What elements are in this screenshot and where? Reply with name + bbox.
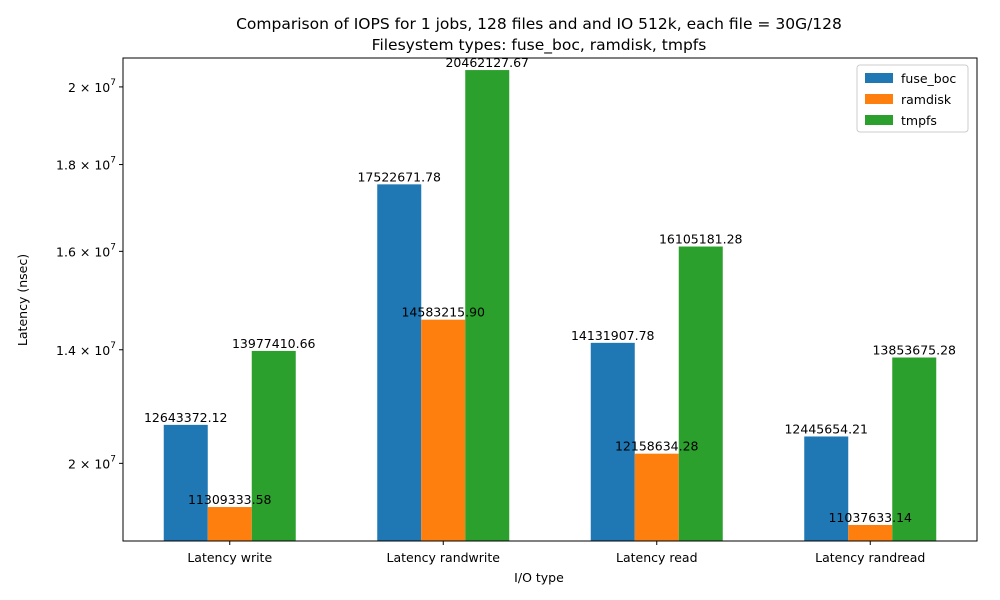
y-axis-label: Latency (nsec) <box>15 254 30 346</box>
x-axis-ticks: Latency write Latency randwrite Latency re… <box>187 541 925 565</box>
y-tick-label: 2 × 107 <box>68 454 116 471</box>
legend-label-fuse_boc: fuse_boc <box>901 71 956 86</box>
y-axis-ticks: 2 × 107 1.4 × 107 1.6 × 107 1.8 × 107 2 × 10… <box>56 78 123 471</box>
chart-title: Comparison of IOPS for 1 jobs, 128 files… <box>236 15 842 33</box>
legend-swatch-ramdisk <box>865 94 893 104</box>
x-tick-label: Latency randread <box>815 550 925 565</box>
x-tick-label: Latency randwrite <box>387 550 501 565</box>
data-labels-layer: 12643372.12 11309333.58 13977410.66 1752267… <box>144 55 956 525</box>
bar-fuse_boc-3 <box>804 436 849 541</box>
bar-ramdisk-3 <box>848 524 893 541</box>
data-label-fuse_boc-3: 12445654.21 <box>784 421 868 436</box>
bar-fuse_boc-0 <box>163 424 208 541</box>
bar-tmpfs-0 <box>251 350 296 541</box>
bar-fuse_boc-2 <box>590 342 635 541</box>
data-label-ramdisk-1: 14583215.90 <box>401 305 485 320</box>
bar-fuse_boc-1 <box>377 184 422 542</box>
bar-ramdisk-1 <box>421 319 466 541</box>
x-axis-label: I/O type <box>514 570 564 585</box>
y-tick-label: 1.8 × 107 <box>56 156 116 173</box>
bar-tmpfs-1 <box>465 70 510 541</box>
data-label-ramdisk-3: 11037633.14 <box>828 510 912 525</box>
legend-label-tmpfs: tmpfs <box>901 113 937 128</box>
legend-swatch-fuse_boc <box>865 73 893 83</box>
y-tick-label: 1.4 × 107 <box>56 341 116 358</box>
bar-tmpfs-2 <box>678 246 723 541</box>
legend-swatch-tmpfs <box>865 115 893 125</box>
bar-ramdisk-2 <box>634 453 679 541</box>
data-label-fuse_boc-0: 12643372.12 <box>144 410 228 425</box>
data-label-ramdisk-2: 12158634.28 <box>615 439 699 454</box>
y-tick-label: 1.6 × 107 <box>56 242 116 259</box>
data-label-fuse_boc-1: 17522671.78 <box>357 169 441 184</box>
plot-frame <box>122 57 978 542</box>
bar-tmpfs-3 <box>892 357 937 541</box>
legend-label-ramdisk: ramdisk <box>901 92 952 107</box>
data-label-tmpfs-0: 13977410.66 <box>232 336 316 351</box>
data-label-tmpfs-1: 20462127.67 <box>445 55 529 70</box>
data-label-ramdisk-0: 11309333.58 <box>188 492 272 507</box>
bars-layer <box>163 70 937 542</box>
x-tick-label: Latency read <box>616 550 698 565</box>
data-label-tmpfs-2: 16105181.28 <box>659 232 743 247</box>
data-label-fuse_boc-2: 14131907.78 <box>571 328 655 343</box>
bar-ramdisk-0 <box>207 507 252 541</box>
chart-subtitle: Filesystem types: fuse_boc, ramdisk, tmp… <box>372 36 707 55</box>
y-tick-label: 2 × 107 <box>68 78 116 95</box>
data-label-tmpfs-3: 13853675.28 <box>872 342 956 357</box>
x-tick-label: Latency write <box>187 550 272 565</box>
